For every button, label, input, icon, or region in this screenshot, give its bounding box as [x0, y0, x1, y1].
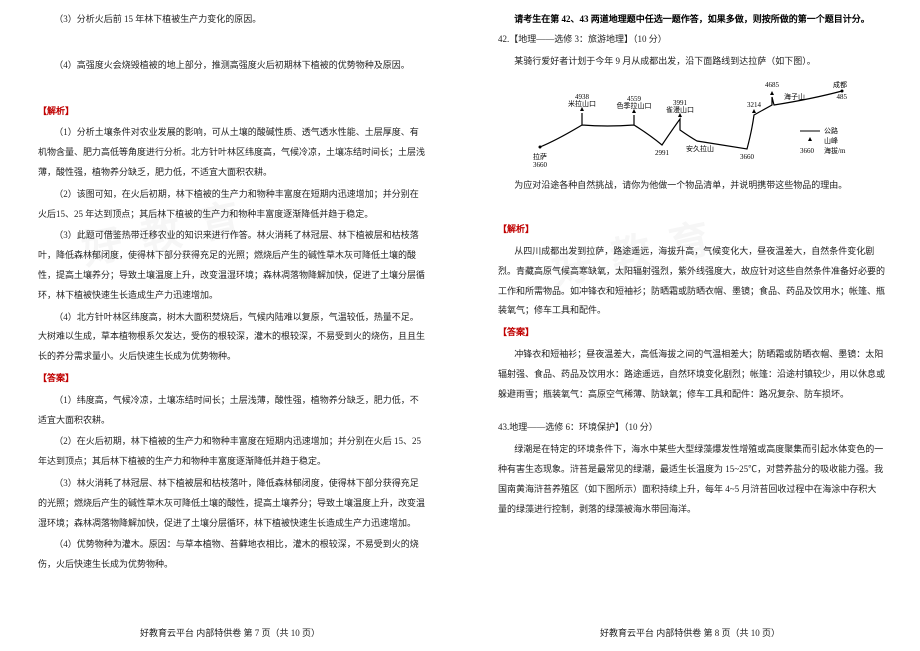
legend-elev-sample: 3660	[800, 147, 815, 155]
analysis-r: 从四川成都出发到拉萨，路途遥远，海拔升高，气候变化大，昼夜温差大，自然条件变化剧…	[498, 242, 885, 321]
analysis-p4: （4）北方针叶林区纬度高，树木大面积焚烧后，气候内陆难以复原，气温较低，热量不足…	[38, 308, 425, 367]
question-4: （4）高强度火会烧毁植被的地上部分，推测高强度火后初期林下植被的优势物种及原因。	[38, 56, 425, 76]
instruction: 请考生在第 42、43 两道地理题中任选一题作答，如果多做，则按所做的第一个题目…	[498, 10, 885, 30]
map-label-1: 米拉山口	[568, 99, 596, 108]
answer-heading-r: 【答案】	[498, 323, 885, 343]
page-footer-7: 好教育云平台 内部特供卷 第 7 页（共 10 页）	[0, 626, 460, 639]
map-elev-3: 2991	[655, 149, 670, 157]
q43-title: 43.地理——选修 6：环境保护】（10 分）	[498, 418, 885, 438]
answer-p4: （4）优势物种为灌木。原因：与草本植物、苔藓地衣相比，灌木的根较深，不易受到火的…	[38, 535, 425, 575]
map-label-4: 雀漫山口	[666, 105, 694, 114]
page-footer-8: 好教育云平台 内部特供卷 第 8 页（共 10 页）	[460, 626, 920, 639]
peak-icon	[752, 109, 756, 113]
answer-p2: （2）在火后初期，林下植被的生产力和物种丰富度在短期内迅速增加；并分别在火后 1…	[38, 432, 425, 472]
question-3: （3）分析火后前 15 年林下植被生产力变化的原因。	[38, 10, 425, 30]
page-7: （3）分析火后前 15 年林下植被生产力变化的原因。 （4）高强度火会烧毁植被的…	[0, 0, 460, 651]
analysis-heading-r: 【解析】	[498, 220, 885, 240]
legend-peak-icon	[808, 137, 812, 141]
page-8: 请考生在第 42、43 两道地理题中任选一题作答，如果多做，则按所做的第一个题目…	[460, 0, 920, 651]
map-elev-lhasa: 3660	[533, 161, 548, 169]
map-label-2: 色季拉山口	[616, 101, 651, 110]
route-map: 拉萨 3660 4938 米拉山口 4559 色季拉山口 2991 3991 雀…	[522, 75, 862, 170]
q42-title: 42.【地理——选修 3：旅游地理】（10 分）	[498, 30, 885, 50]
legend-elev: 海拔/m	[824, 146, 846, 155]
q42-task: 为应对沿途各种自然挑战，请你为他做一个物品清单，并说明携带这些物品的理由。	[498, 176, 885, 196]
map-elev-cd: 485	[836, 93, 847, 101]
answer-heading: 【答案】	[38, 369, 425, 389]
analysis-p1: （1）分析土壤条件对农业发展的影响，可从土壤的酸碱性质、透气透水性能、土层厚度、…	[38, 123, 425, 182]
q42-intro: 某骑行爱好者计划于今年 9 月从成都出发，沿下面路线到达拉萨（如下图）。	[498, 52, 885, 72]
map-elev-7: 4685	[765, 81, 780, 89]
peak-icon	[770, 91, 774, 95]
q43-body: 绿潮是在特定的环境条件下，海水中某些大型绿藻爆发性增殖或高度聚集而引起水体变色的…	[498, 440, 885, 519]
analysis-p3: （3）此题可借鉴热带迁移农业的知识来进行作答。林火消耗了林冠层、林下植被层和枯枝…	[38, 226, 425, 305]
map-elev-8: 3214	[747, 101, 762, 109]
city-dot	[538, 146, 541, 149]
answer-p1: （1）纬度高，气候冷凉，土壤冻结时间长；土层浅薄，酸性强，植物养分缺乏，肥力低，…	[38, 391, 425, 431]
map-label-7: 海子山	[784, 92, 805, 101]
map-label-5: 安久拉山	[686, 144, 714, 153]
map-label-cd: 成都	[833, 80, 847, 89]
analysis-heading: 【解析】	[38, 102, 425, 122]
answer-r: 冲锋衣和短袖衫；昼夜温差大，高低海拔之间的气温相差大；防晒霜或防晒衣帽、墨镜：太…	[498, 345, 885, 404]
legend-road: 公路	[824, 126, 838, 135]
route-map-svg: 拉萨 3660 4938 米拉山口 4559 色季拉山口 2991 3991 雀…	[522, 75, 862, 170]
map-elev-6: 3660	[740, 153, 755, 161]
answer-p3: （3）林火消耗了林冠层、林下植被层和枯枝落叶，降低森林郁闭度，使得林下部分获得充…	[38, 474, 425, 533]
analysis-p2: （2）该图可知，在火后初期，林下植被的生产力和物种丰富度在短期内迅速增加；并分别…	[38, 185, 425, 225]
map-label-lhasa: 拉萨	[533, 152, 547, 161]
legend-peak: 山峰	[824, 136, 838, 145]
